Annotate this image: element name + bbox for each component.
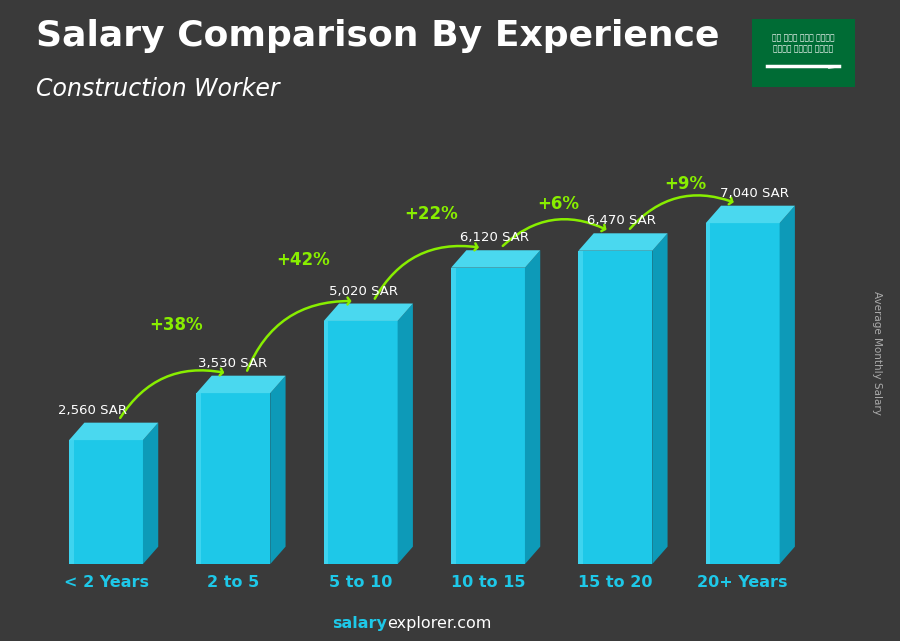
Polygon shape	[398, 304, 413, 564]
Text: 7,040 SAR: 7,040 SAR	[720, 187, 788, 200]
Polygon shape	[451, 268, 455, 564]
Text: 2,560 SAR: 2,560 SAR	[58, 404, 127, 417]
Polygon shape	[579, 233, 668, 251]
Text: 3,530 SAR: 3,530 SAR	[198, 357, 266, 370]
Polygon shape	[779, 206, 795, 564]
Polygon shape	[143, 422, 158, 564]
Text: +42%: +42%	[276, 251, 330, 269]
Polygon shape	[69, 422, 158, 440]
Text: Construction Worker: Construction Worker	[36, 77, 280, 101]
Text: 5,020 SAR: 5,020 SAR	[328, 285, 398, 297]
Polygon shape	[652, 233, 668, 564]
Bar	[324, 321, 398, 564]
Polygon shape	[706, 206, 795, 223]
Polygon shape	[706, 223, 710, 564]
Text: محمد رسول الله: محمد رسول الله	[773, 46, 833, 53]
Text: +22%: +22%	[404, 204, 457, 222]
Text: +38%: +38%	[149, 315, 202, 333]
Polygon shape	[196, 376, 285, 393]
Text: +6%: +6%	[537, 195, 579, 213]
Polygon shape	[525, 250, 540, 564]
Polygon shape	[324, 304, 413, 321]
Polygon shape	[579, 251, 583, 564]
Bar	[706, 223, 779, 564]
Polygon shape	[270, 376, 285, 564]
Text: explorer.com: explorer.com	[387, 617, 491, 631]
Bar	[579, 251, 652, 564]
Text: salary: salary	[332, 617, 387, 631]
Text: 6,470 SAR: 6,470 SAR	[588, 215, 656, 228]
Text: +9%: +9%	[664, 174, 707, 192]
Bar	[451, 268, 525, 564]
Text: Average Monthly Salary: Average Monthly Salary	[872, 290, 883, 415]
Text: Salary Comparison By Experience: Salary Comparison By Experience	[36, 19, 719, 53]
Polygon shape	[324, 321, 328, 564]
Bar	[69, 440, 143, 564]
Polygon shape	[69, 440, 74, 564]
Bar	[196, 393, 270, 564]
Polygon shape	[196, 393, 201, 564]
Text: لا إله إلا الله: لا إله إلا الله	[772, 34, 834, 42]
Text: 6,120 SAR: 6,120 SAR	[460, 231, 529, 244]
Polygon shape	[451, 250, 540, 268]
